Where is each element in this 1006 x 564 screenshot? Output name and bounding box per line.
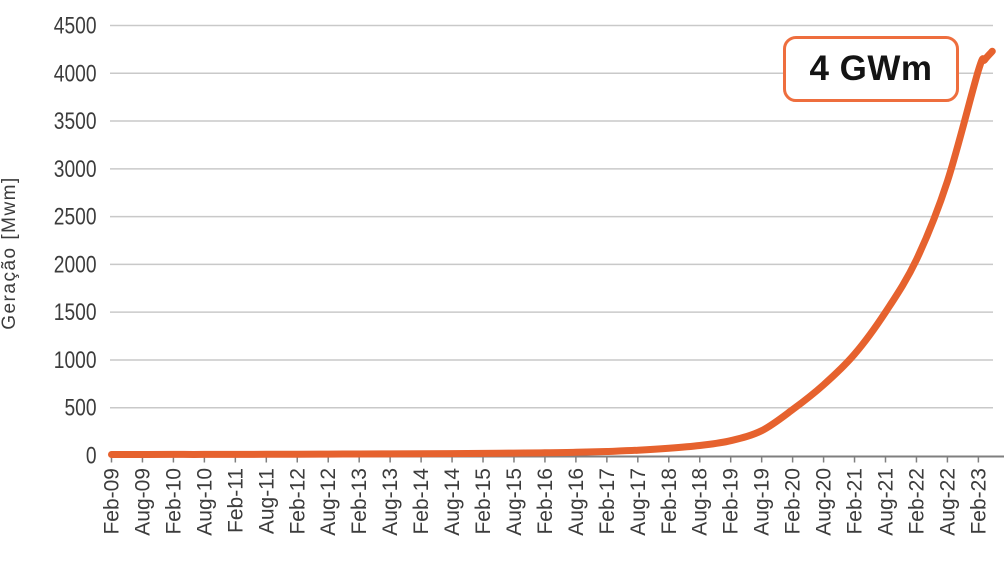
x-tick-label: Feb-16	[534, 468, 557, 535]
x-tick-label: Aug-09	[131, 468, 154, 536]
y-tick-label: 500	[64, 394, 96, 422]
x-tick-label: Aug-19	[751, 468, 774, 536]
x-tick-label: Aug-20	[813, 468, 836, 536]
x-tick-label: Feb-19	[720, 468, 743, 535]
annotation-callout: 4 GWm	[783, 36, 959, 102]
y-tick-label: 2500	[54, 203, 97, 231]
y-tick-label: 4000	[54, 59, 97, 87]
x-tick-label: Feb-15	[472, 468, 495, 535]
y-tick-label: 3000	[54, 155, 97, 183]
y-tick-label: 4500	[54, 11, 97, 39]
x-tick-label: Aug-22	[936, 468, 959, 536]
x-tick-label: Aug-21	[875, 468, 898, 536]
y-tick-label: 1000	[54, 346, 97, 374]
x-tick-label: Aug-12	[317, 468, 340, 536]
y-tick-label: 3500	[54, 107, 97, 135]
x-tick-label: Aug-10	[193, 468, 216, 536]
x-tick-label: Feb-22	[905, 468, 928, 535]
x-tick-label: Aug-13	[379, 468, 402, 536]
generation-line	[108, 47, 996, 459]
x-tick-label: Feb-23	[967, 468, 990, 535]
x-tick-label: Feb-11	[224, 468, 247, 533]
x-tick-label: Aug-18	[689, 468, 712, 536]
y-tick-label: 2000	[54, 250, 97, 278]
x-tick-label: Feb-10	[162, 468, 185, 535]
y-tick-label: 1500	[54, 298, 97, 326]
y-axis-title: Geração [Mwm]	[0, 176, 20, 330]
x-tick-label: Feb-18	[658, 468, 681, 535]
x-tick-label: Feb-20	[782, 468, 805, 535]
x-tick-label: Feb-21	[844, 468, 867, 535]
x-tick-label: Aug-11	[255, 468, 278, 534]
x-tick-label: Feb-13	[348, 468, 371, 535]
y-tick-label: 0	[86, 441, 97, 469]
x-tick-label: Feb-17	[596, 468, 619, 535]
x-tick-label: Aug-14	[441, 468, 464, 536]
annotation-text: 4 GWm	[809, 49, 933, 88]
x-tick-label: Feb-14	[410, 468, 433, 535]
x-tick-label: Aug-17	[627, 468, 650, 536]
x-tick-label: Aug-15	[503, 468, 526, 536]
x-tick-label: Feb-09	[101, 468, 124, 535]
x-tick-label: Feb-12	[286, 468, 309, 535]
x-tick-label: Aug-16	[565, 468, 588, 536]
